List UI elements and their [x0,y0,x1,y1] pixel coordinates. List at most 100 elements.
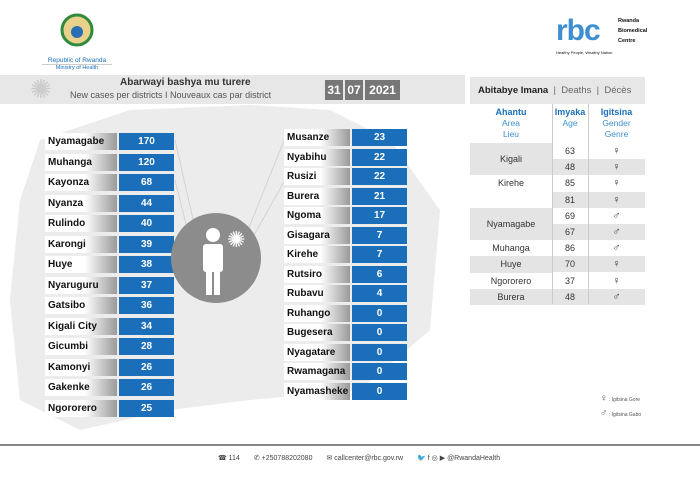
district-row: Gisagara 7 [284,226,407,244]
col-gender-header: Igitsina Gender Genre [600,107,633,139]
district-name: Huye [45,256,117,273]
death-area: Kigali [470,143,552,176]
age: 63 [564,146,575,156]
age: 81 [564,194,575,205]
age: 70 [564,259,575,270]
death-area: Kirehe [497,178,524,189]
date-year: 2021 [365,80,400,100]
death-area: Burera [470,288,552,305]
gender-icon: ♂ [612,226,621,238]
district-row: Gakenke 26 [45,379,174,396]
district-row: Nyagatare 0 [284,343,407,361]
death-area: Nyamagabe [470,207,552,241]
case-count: 44 [119,194,174,212]
case-count: 0 [352,343,407,361]
age: 48 [564,291,575,302]
age: 69 [564,210,575,221]
death-row: 37 ♀ [552,273,645,289]
district-row: Rulindo 40 [45,215,174,232]
gender-icon: ♀ [612,177,621,190]
case-count: 26 [119,358,174,376]
district-row: Gatsibo 36 [45,297,174,314]
gender-icon: ♂ [612,209,621,222]
patient-circle: ✺ [171,213,261,303]
district-name: Karongi [45,235,117,253]
district-name: Nyabihu [284,148,350,166]
age: 85 [564,178,575,189]
district-name: Rubavu [284,285,350,302]
case-count: 0 [352,304,407,322]
district-name: Rutsiro [284,265,350,283]
col-area-header: Ahantu Area Lieu [495,107,527,139]
gender-icon: ♂ [612,290,621,303]
district-name: Nyamagabe [45,133,117,150]
district-row: Rusizi 22 [284,168,407,185]
district-row: Nyaruguru 37 [45,276,174,294]
district-name: Kirehe [284,246,350,263]
col-age-header: Imyaka Age [554,107,586,128]
district-name: Nyanza [45,194,117,212]
district-name: Rwamagana [284,363,350,380]
date-day: 31 [325,80,343,100]
case-count: 39 [119,235,174,253]
district-name: Ngororero [45,399,117,417]
district-row: Kigali City 34 [45,317,174,335]
death-row: 69 ♂ [552,208,645,224]
district-row: Musanze 23 [284,129,407,146]
district-name: Kamonyi [45,358,117,376]
footer-divider [0,444,700,446]
case-count: 37 [119,276,174,294]
district-name: Rusizi [284,168,350,185]
death-area: Muhanga [492,243,530,254]
district-row: Kamonyi 26 [45,358,174,376]
email-contact: ✉ callcenter@rbc.gov.rw [326,455,404,462]
case-count: 0 [352,363,407,380]
district-row: Karongi 39 [45,235,174,253]
whatsapp-contact: ✆ +250788202080 [253,455,313,462]
phone-contact: ☎ 114 [218,455,240,462]
district-row: Huye 38 [45,256,174,273]
person-icon: ✺ [203,227,245,295]
death-row: 48 ♂ [552,288,645,305]
deaths-header: Abitabye Imana | Deaths | Décès [470,77,645,104]
rbc-logo: rbc Rwanda Biomedical Centre Healthy Peopl… [556,14,648,56]
district-name: Kayonza [45,174,117,191]
district-row: Rutsiro 6 [284,265,407,283]
case-count: 26 [119,379,174,396]
district-name: Burera [284,187,350,205]
age: 67 [564,227,575,237]
district-row: Muhanga 120 [45,153,174,171]
district-row: Nyamasheke 0 [284,382,407,400]
age: 37 [564,275,575,286]
death-row: 63 ♀ [552,143,645,159]
case-count: 0 [352,382,407,400]
case-count: 36 [119,297,174,314]
district-name: Nyaruguru [45,276,117,294]
district-row: Ruhango 0 [284,304,407,322]
gender-icon: ♂ [612,242,621,255]
date-month: 07 [345,80,363,100]
footer-contacts: ☎ 114 ✆ +250788202080 ✉ callcenter@rbc.g… [218,454,500,462]
district-name: Gicumbi [45,338,117,355]
case-count: 40 [119,215,174,232]
district-row: Bugesera 0 [284,324,407,341]
social-contact: 🐦 f ◎ ▶ @RwandaHealth [417,455,501,462]
gender-icon: ♀ [612,274,621,287]
case-count: 28 [119,338,174,355]
district-name: Kigali City [45,317,117,335]
district-name: Muhanga [45,153,117,171]
virus-icon: ✺ [30,74,52,104]
district-row: Ngoma 17 [284,207,407,224]
district-row: Rubavu 4 [284,285,407,302]
case-count: 120 [119,153,174,171]
gender-icon: ♀ [612,193,621,206]
death-row: 70 ♀ [552,256,645,273]
district-name: Gisagara [284,226,350,244]
district-row: Nyanza 44 [45,194,174,212]
district-row: Gicumbi 28 [45,338,174,355]
age: 48 [564,162,575,173]
cases-header-band: ✺ Abarwayi bashya mu turere New cases pe… [0,75,465,104]
death-area: Huye [470,256,552,273]
district-row: Kayonza 68 [45,174,174,191]
case-count: 7 [352,226,407,244]
